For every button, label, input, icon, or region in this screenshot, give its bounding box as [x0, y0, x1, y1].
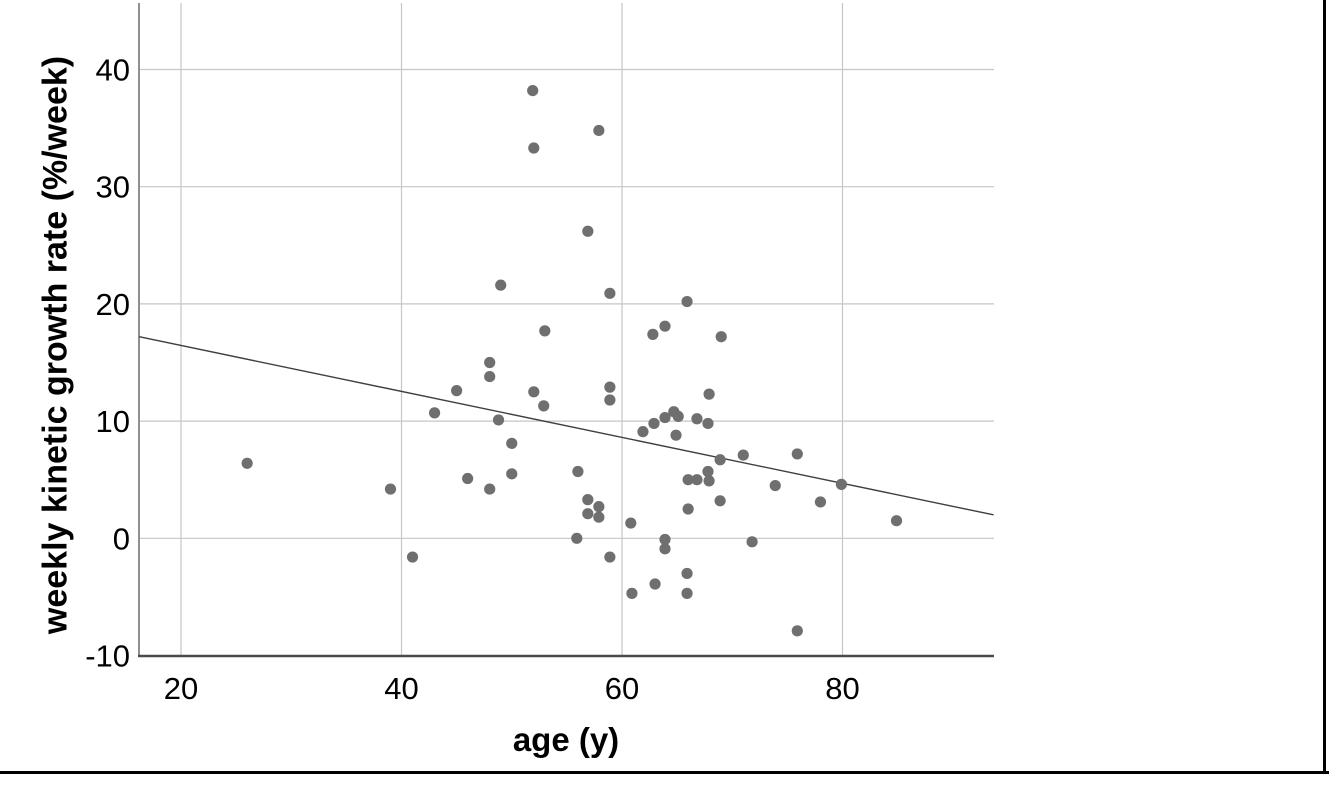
data-point	[702, 417, 714, 430]
data-point	[714, 495, 726, 507]
data-point	[791, 448, 803, 460]
data-point	[484, 370, 496, 383]
data-point	[659, 533, 671, 546]
data-point	[691, 413, 703, 425]
data-point	[593, 511, 605, 523]
data-point	[582, 508, 594, 520]
data-point	[462, 472, 474, 485]
data-point	[451, 385, 463, 397]
data-point	[406, 551, 419, 563]
data-point	[659, 543, 671, 555]
data-point	[890, 515, 903, 527]
y-tick-label--10: -10	[85, 639, 130, 674]
data-point	[703, 475, 715, 487]
data-point	[538, 400, 550, 412]
x-tick-label-20: 20	[164, 671, 198, 706]
data-point	[791, 625, 803, 637]
data-point	[539, 325, 551, 337]
x-axis-title: age (y)	[512, 721, 620, 758]
data-point	[571, 532, 583, 544]
y-tick-label-0: 0	[113, 521, 130, 556]
data-point	[528, 386, 540, 398]
data-point	[814, 496, 827, 508]
x-tick-label-60: 60	[605, 671, 639, 706]
data-point	[681, 567, 693, 580]
data-point	[484, 356, 496, 369]
y-tick-label-10: 10	[96, 404, 130, 439]
data-point	[582, 494, 594, 506]
image-border-bottom	[0, 771, 1329, 774]
data-point	[593, 501, 605, 513]
data-point	[582, 225, 594, 237]
y-tick-label-40: 40	[96, 53, 130, 88]
data-point	[647, 328, 659, 340]
data-point	[495, 279, 507, 291]
data-point	[637, 426, 649, 438]
data-point	[659, 411, 671, 424]
data-point	[625, 517, 637, 529]
data-point	[682, 503, 694, 515]
data-point	[672, 410, 684, 423]
data-point	[702, 465, 714, 478]
data-point	[746, 536, 758, 548]
data-point	[714, 454, 726, 466]
regression-line	[138, 336, 994, 516]
data-point	[527, 84, 539, 97]
data-point	[506, 437, 518, 449]
data-point	[648, 417, 660, 430]
data-point	[604, 551, 616, 563]
data-point	[682, 474, 694, 486]
data-point	[484, 483, 496, 495]
data-point	[649, 578, 661, 590]
data-point	[769, 479, 781, 492]
data-point	[428, 407, 441, 419]
data-point	[604, 287, 616, 299]
data-point	[506, 468, 518, 480]
x-tick-label-80: 80	[825, 671, 859, 706]
data-point	[626, 587, 638, 599]
y-tick-label-20: 20	[96, 287, 130, 322]
data-point	[835, 478, 847, 490]
data-point	[604, 381, 616, 393]
data-point	[241, 457, 253, 469]
y-tick-label-30: 30	[96, 170, 130, 205]
data-point	[691, 474, 703, 486]
data-point	[737, 449, 749, 461]
data-point	[593, 124, 605, 137]
data-point	[670, 429, 682, 441]
x-tick-label-40: 40	[384, 671, 418, 706]
data-point	[604, 394, 616, 406]
data-point	[703, 388, 715, 400]
data-point	[492, 414, 505, 426]
data-point	[681, 295, 693, 308]
data-point	[528, 142, 540, 154]
image-border-right	[1323, 0, 1326, 774]
data-point	[681, 587, 693, 599]
data-point	[572, 465, 584, 478]
y-axis-title: weekly kinetic growth rate (%/week)	[36, 55, 75, 635]
data-point	[715, 331, 727, 343]
data-point	[384, 483, 397, 495]
data-point	[659, 320, 671, 332]
